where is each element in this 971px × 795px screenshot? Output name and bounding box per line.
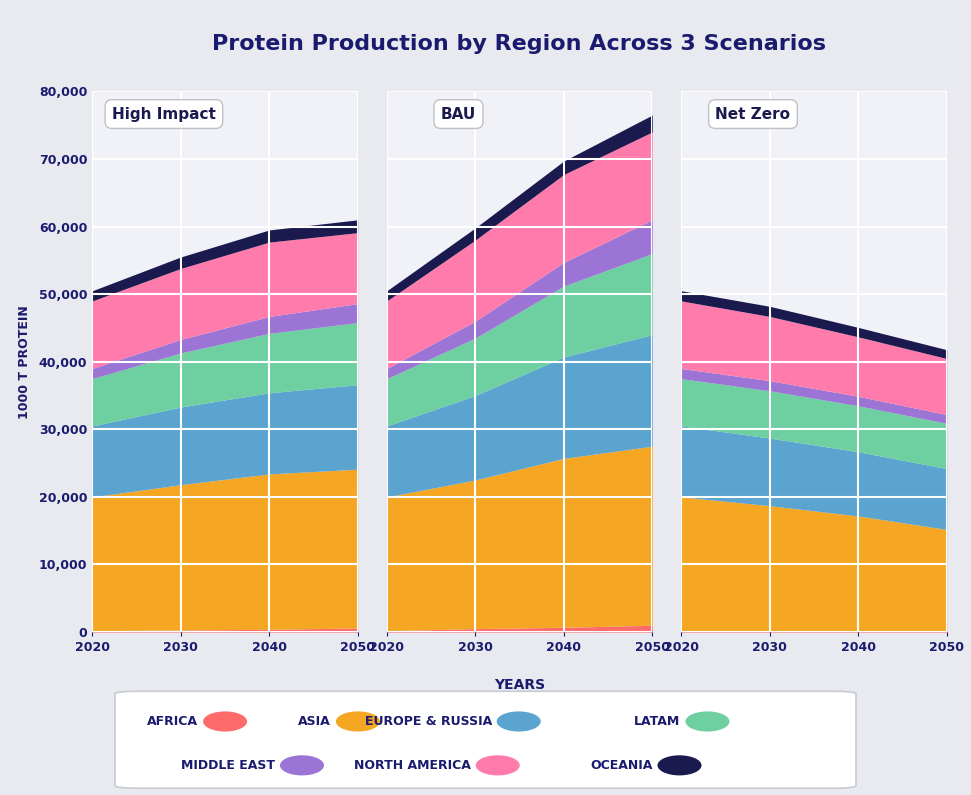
Text: Net Zero: Net Zero [716,107,790,122]
Text: AFRICA: AFRICA [148,715,198,728]
Ellipse shape [280,755,324,775]
Text: ASIA: ASIA [298,715,331,728]
Y-axis label: 1000 T PROTEIN: 1000 T PROTEIN [17,304,30,419]
Ellipse shape [336,712,380,731]
Ellipse shape [686,712,729,731]
Text: OCEANIA: OCEANIA [590,759,653,772]
Text: EUROPE & RUSSIA: EUROPE & RUSSIA [364,715,491,728]
Ellipse shape [476,755,519,775]
Text: Protein Production by Region Across 3 Scenarios: Protein Production by Region Across 3 Sc… [213,33,826,54]
Text: MIDDLE EAST: MIDDLE EAST [181,759,275,772]
Ellipse shape [497,712,541,731]
Text: LATAM: LATAM [634,715,681,728]
FancyBboxPatch shape [115,692,856,788]
Text: YEARS: YEARS [494,678,545,692]
Text: BAU: BAU [441,107,476,122]
Ellipse shape [657,755,701,775]
Ellipse shape [203,712,247,731]
Text: NORTH AMERICA: NORTH AMERICA [354,759,471,772]
Text: High Impact: High Impact [112,107,216,122]
